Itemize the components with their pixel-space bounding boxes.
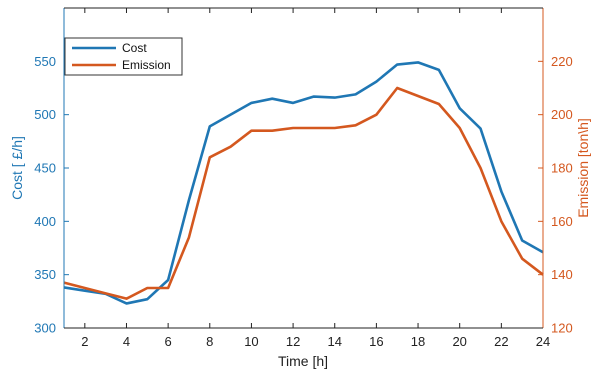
x-tick-label: 18 xyxy=(411,334,425,349)
left-tick-label: 400 xyxy=(34,214,56,229)
legend-label-emission: Emission xyxy=(122,58,171,72)
x-tick-label: 2 xyxy=(81,334,88,349)
x-tick-label: 10 xyxy=(244,334,258,349)
legend-box xyxy=(64,37,183,76)
x-tick-label: 22 xyxy=(494,334,508,349)
left-axis-ticks: 300 350 400 450 500 550 xyxy=(34,54,69,336)
series-line-emission xyxy=(63,86,544,300)
x-tick-label: 4 xyxy=(123,334,130,349)
x-tick-label: 14 xyxy=(328,334,342,349)
x-tick-label: 6 xyxy=(165,334,172,349)
left-tick-label: 300 xyxy=(34,321,56,336)
x-tick-label: 8 xyxy=(206,334,213,349)
left-tick-label: 450 xyxy=(34,161,56,176)
series-lines xyxy=(63,61,544,305)
right-tick-label: 180 xyxy=(551,161,573,176)
right-axis-ticks: 120 140 160 180 200 220 xyxy=(538,54,573,336)
right-tick-label: 200 xyxy=(551,107,573,122)
left-tick-label: 500 xyxy=(34,107,56,122)
right-tick-label: 140 xyxy=(551,267,573,282)
series-line-cost xyxy=(63,61,544,305)
x-tick-label: 16 xyxy=(369,334,383,349)
right-tick-label: 220 xyxy=(551,54,573,69)
x-tick-label: 12 xyxy=(286,334,300,349)
x-axis-label: Time [h] xyxy=(278,353,328,369)
left-tick-label: 350 xyxy=(34,267,56,282)
x-axis-ticks: 2 4 6 8 10 12 14 16 18 20 22 24 xyxy=(81,8,550,349)
right-tick-label: 120 xyxy=(551,321,573,336)
right-axis-label: Emission [ton\h] xyxy=(575,118,591,218)
legend: Cost Emission xyxy=(64,37,183,76)
left-tick-label: 550 xyxy=(34,54,56,69)
left-axis-label: Cost [ £/h] xyxy=(9,136,25,200)
legend-label-cost: Cost xyxy=(122,41,147,55)
x-tick-label: 24 xyxy=(536,334,550,349)
right-tick-label: 160 xyxy=(551,214,573,229)
x-tick-label: 20 xyxy=(452,334,466,349)
